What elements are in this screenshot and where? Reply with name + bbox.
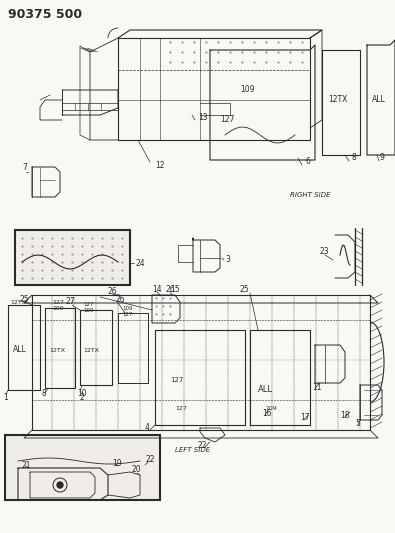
Text: 6: 6 <box>305 157 310 166</box>
Text: ALL: ALL <box>258 385 273 394</box>
Text: 109: 109 <box>122 305 132 311</box>
Text: 109: 109 <box>83 308 94 312</box>
Text: 12TX: 12TX <box>10 300 26 304</box>
Text: 12TX: 12TX <box>49 348 65 352</box>
Text: 11: 11 <box>312 383 322 392</box>
Text: 18: 18 <box>340 410 350 419</box>
Text: 16: 16 <box>262 408 272 417</box>
Text: 8: 8 <box>42 389 47 398</box>
Text: 17: 17 <box>300 414 310 423</box>
Text: 10: 10 <box>77 389 87 398</box>
Text: 15: 15 <box>170 285 180 294</box>
Text: 4: 4 <box>145 424 150 432</box>
Text: 109: 109 <box>265 406 277 410</box>
Text: 127: 127 <box>175 406 187 410</box>
Text: 20: 20 <box>132 465 142 474</box>
Text: RIGHT SIDE: RIGHT SIDE <box>290 192 331 198</box>
Text: 12: 12 <box>155 160 164 169</box>
Text: 3: 3 <box>225 255 230 264</box>
Text: 127: 127 <box>83 302 94 306</box>
Text: 25: 25 <box>240 286 250 295</box>
Text: 26: 26 <box>165 286 175 295</box>
Text: 23: 23 <box>320 247 329 256</box>
Text: 9: 9 <box>380 154 385 163</box>
Text: 22: 22 <box>145 456 154 464</box>
Text: 109: 109 <box>240 85 254 94</box>
Text: 127: 127 <box>52 300 64 304</box>
Text: 12TX: 12TX <box>328 95 347 104</box>
Text: 25: 25 <box>20 295 30 303</box>
Text: ALL: ALL <box>372 95 386 104</box>
Bar <box>15 230 130 285</box>
Text: LEFT SIDE: LEFT SIDE <box>175 447 210 453</box>
Text: 19: 19 <box>112 458 122 467</box>
Text: 127: 127 <box>122 311 132 317</box>
Text: 5: 5 <box>355 419 360 429</box>
Text: 24: 24 <box>136 259 146 268</box>
Circle shape <box>57 482 63 488</box>
Text: ALL: ALL <box>13 345 27 354</box>
Text: 1: 1 <box>3 393 8 402</box>
Bar <box>5 435 160 500</box>
Text: 12TX: 12TX <box>83 348 99 352</box>
Text: 26: 26 <box>108 287 118 296</box>
Text: 109: 109 <box>52 305 64 311</box>
Text: 8: 8 <box>352 154 357 163</box>
Text: 127: 127 <box>170 377 183 383</box>
Text: 27: 27 <box>65 297 75 306</box>
Text: 127: 127 <box>220 116 234 125</box>
Text: 21: 21 <box>22 461 32 470</box>
Text: 13: 13 <box>198 114 208 123</box>
Text: 2: 2 <box>80 393 85 402</box>
Text: 26: 26 <box>115 295 125 304</box>
Text: 7: 7 <box>22 164 27 173</box>
Text: 22: 22 <box>198 441 207 450</box>
Text: 14: 14 <box>152 285 162 294</box>
Text: 90375 500: 90375 500 <box>8 7 82 20</box>
